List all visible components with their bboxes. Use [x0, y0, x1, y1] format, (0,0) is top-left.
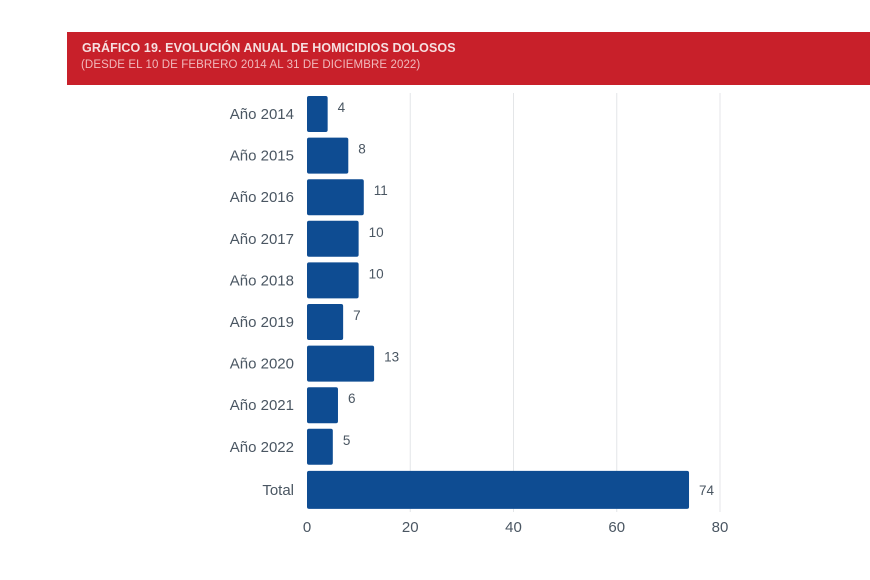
value-label: 4 [338, 100, 346, 115]
category-label: Año 2015 [230, 148, 294, 165]
category-label: Total [262, 482, 294, 499]
value-label: 13 [384, 350, 399, 365]
bar-a-o-2022 [307, 428, 333, 465]
bar-a-o-2020 [307, 345, 375, 382]
value-label: 10 [369, 266, 384, 281]
x-tick-label: 0 [303, 519, 311, 536]
category-label: Año 2020 [230, 356, 294, 373]
category-label: Año 2017 [230, 231, 294, 248]
chart-title: GRÁFICO 19. EVOLUCIÓN ANUAL DE HOMICIDIO… [82, 41, 456, 55]
bar-a-o-2014 [307, 96, 328, 132]
bar-a-o-2019 [307, 304, 344, 340]
value-label: 7 [353, 308, 361, 323]
category-label: Año 2022 [230, 439, 294, 456]
gridlines [409, 93, 721, 512]
category-label: Año 2014 [230, 106, 294, 123]
category-label: Año 2016 [230, 189, 294, 206]
bar-total [307, 470, 690, 509]
x-tick-label: 60 [608, 519, 625, 536]
chart-header: GRÁFICO 19. EVOLUCIÓN ANUAL DE HOMICIDIO… [67, 32, 870, 85]
bars [307, 96, 690, 509]
bar-a-o-2016 [307, 179, 364, 216]
value-label: 6 [348, 391, 356, 406]
bar-a-o-2021 [307, 387, 338, 424]
bar-a-o-2015 [307, 137, 349, 174]
labels: 0 20 40 60 80 Año 2014 4 Año 2015 8 Año 2016 11 Año… [230, 100, 729, 536]
value-label: 10 [369, 225, 384, 240]
value-label: 8 [358, 142, 366, 157]
x-tick-label: 80 [712, 519, 729, 536]
bar-a-o-2017 [307, 220, 359, 257]
value-label: 11 [374, 183, 388, 198]
chart-subtitle: (DESDE EL 10 DE FEBRERO 2014 AL 31 DE DI… [81, 59, 421, 71]
value-label: 74 [699, 483, 715, 498]
bar-a-o-2018 [307, 262, 359, 299]
category-label: Año 2021 [230, 397, 294, 414]
category-label: Año 2018 [230, 272, 294, 289]
x-tick-label: 20 [402, 519, 419, 536]
value-label: 5 [343, 433, 351, 448]
category-label: Año 2019 [230, 314, 294, 331]
x-tick-label: 40 [505, 519, 522, 536]
